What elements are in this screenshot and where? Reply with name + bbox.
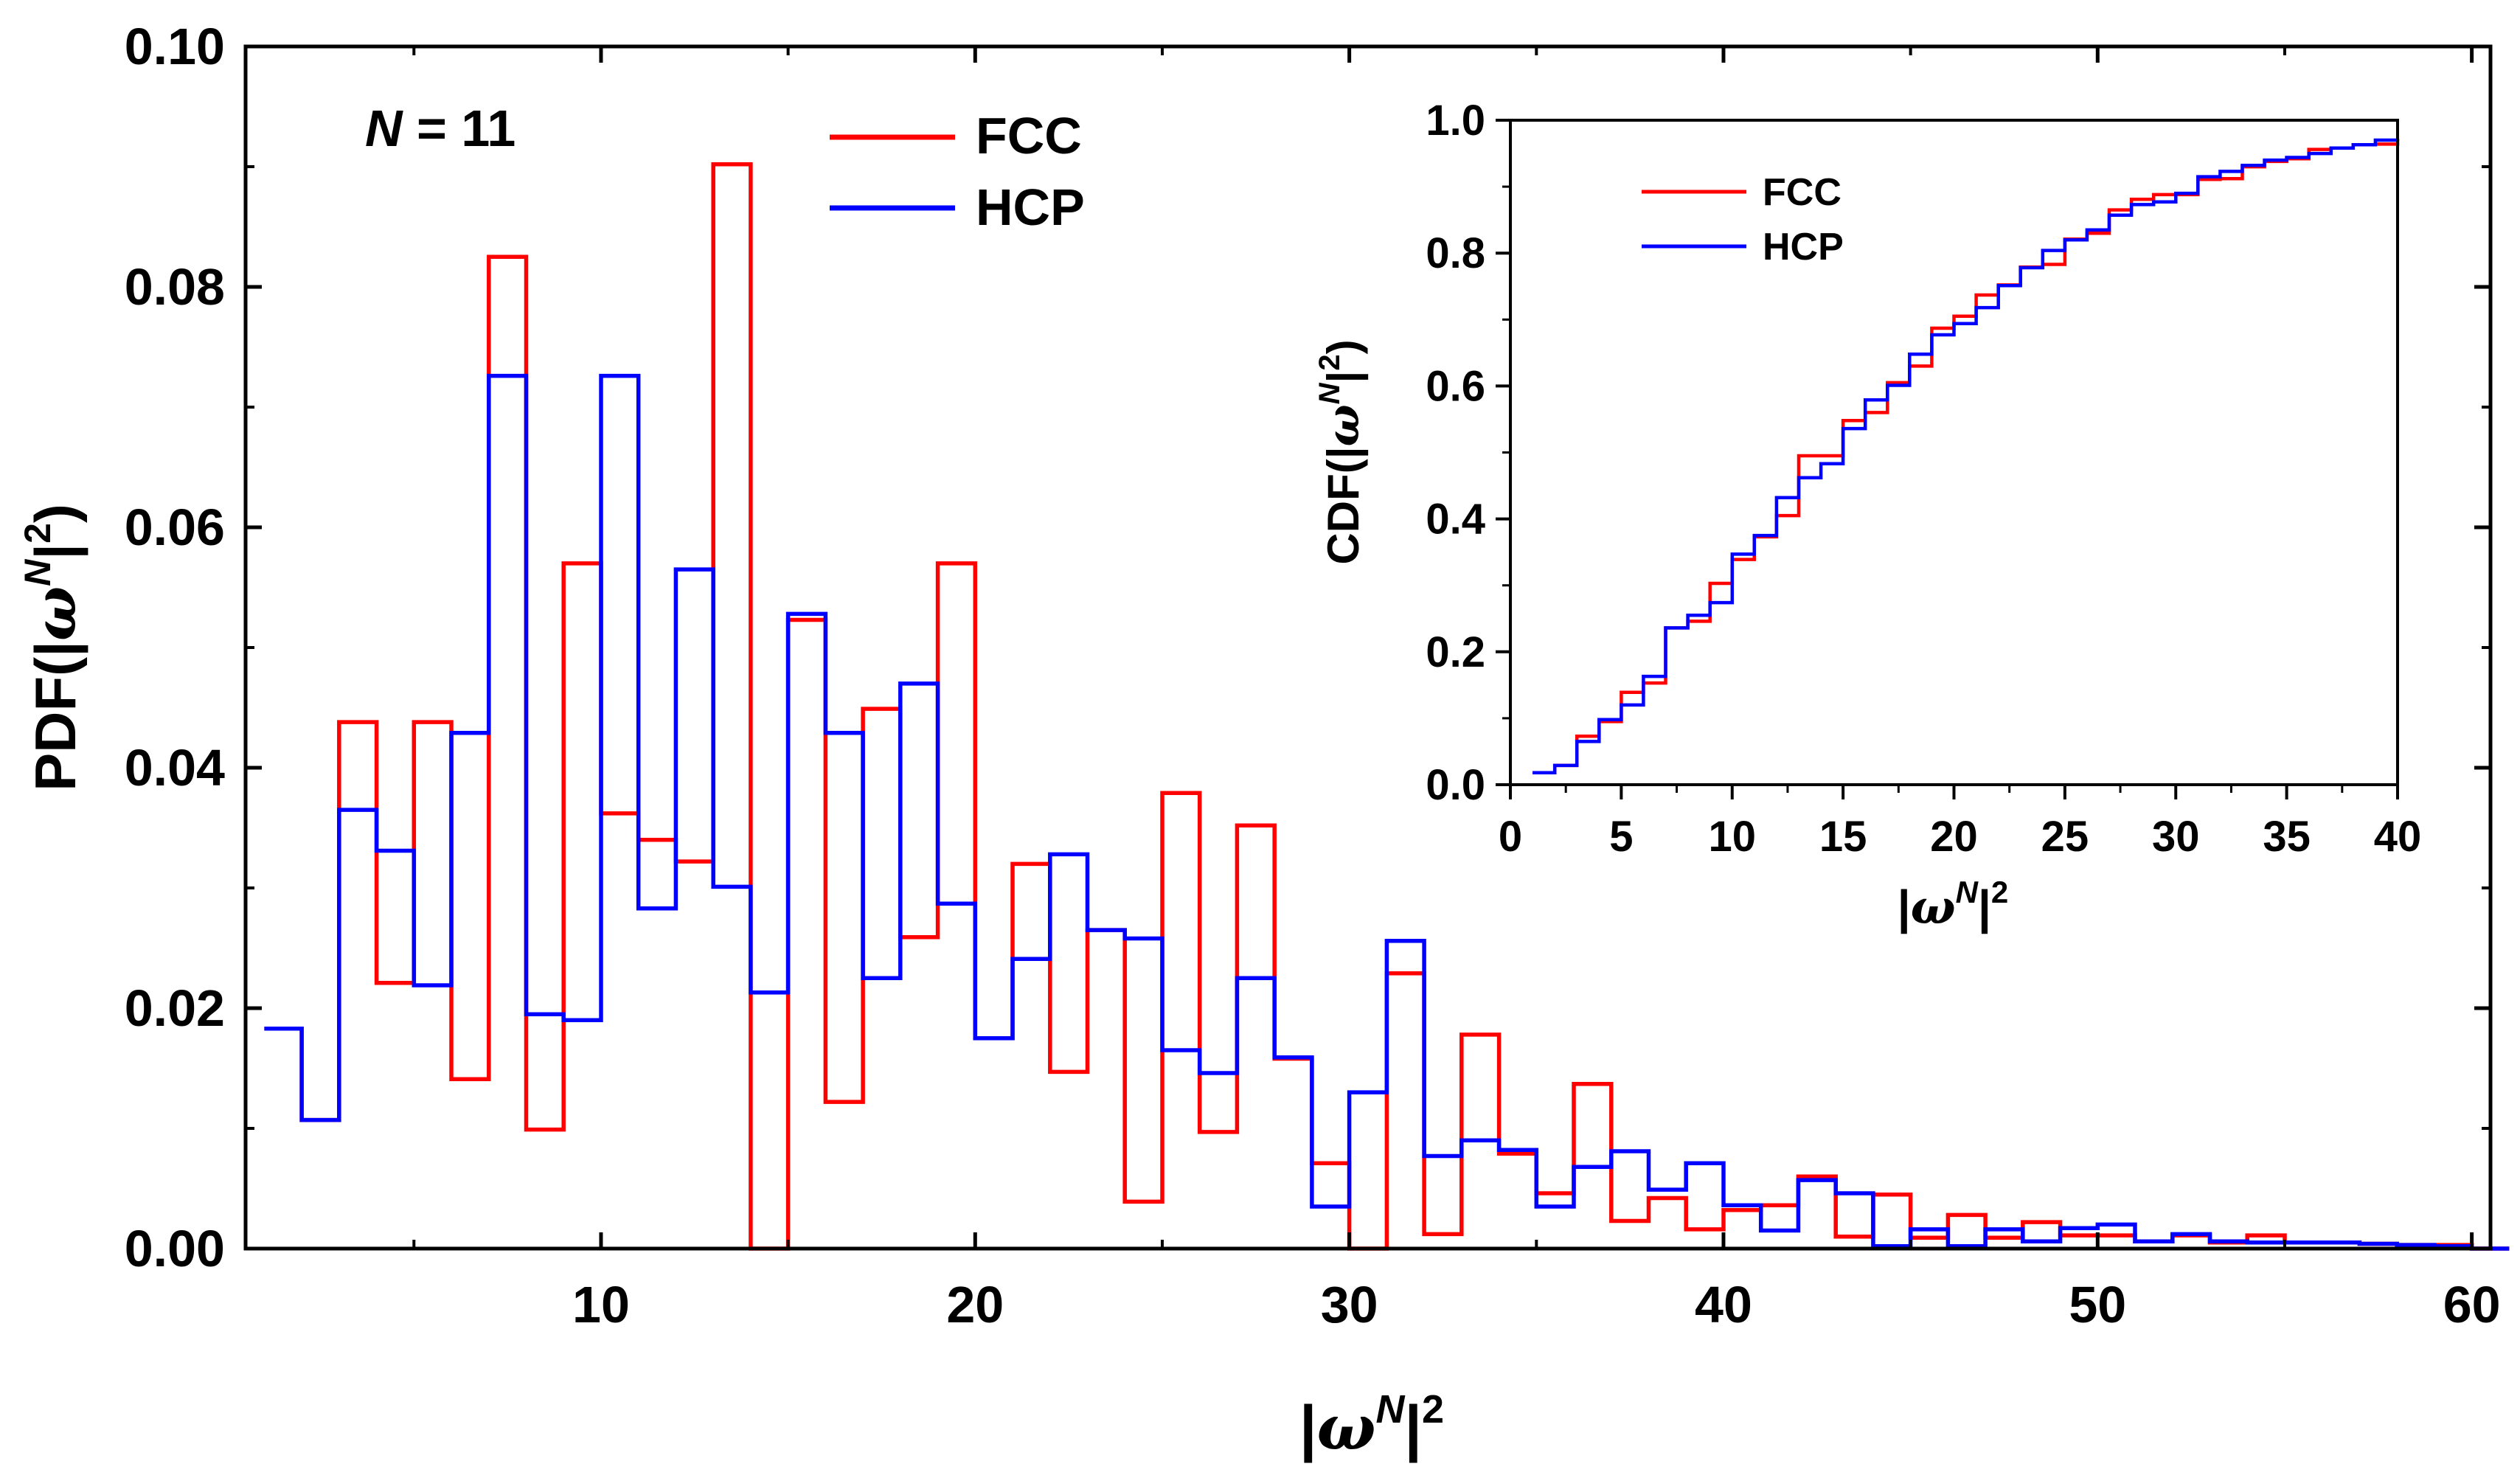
inset-ylabel-omega: ω — [1318, 404, 1370, 446]
legend-fcc-label: FCC — [976, 107, 1082, 164]
inset-legend-hcp-label: HCP — [1763, 226, 1844, 268]
ylabel-sup: N — [17, 559, 58, 586]
inset-ylabel-sup: N — [1313, 382, 1346, 404]
xlabel-bar2: | — [1404, 1393, 1422, 1463]
legend-hcp-label: HCP — [976, 178, 1085, 236]
inset-legend: FCC HCP — [1642, 171, 1844, 268]
x-tick-label: 60 — [2443, 1276, 2501, 1333]
inset-y-axis-title: CDF(|ωN|2) — [1313, 339, 1370, 564]
inset-legend-fcc-label: FCC — [1763, 171, 1842, 214]
x-tick-label: 30 — [1321, 1276, 1378, 1333]
inset-y-tick-label: 0.8 — [1426, 229, 1485, 277]
xlabel-omega: ω — [1316, 1391, 1375, 1464]
inset-plot-frame — [1509, 119, 2399, 786]
inset-y-tick-label: 0.4 — [1426, 496, 1485, 544]
main-pdf-chart: 10 20 30 40 50 600.000.020.040.060.080.10 N =… — [17, 18, 2510, 1464]
inset-x-axis-title: |ωN|2 — [1898, 875, 2008, 935]
inset-xlabel-sup: N — [1956, 875, 1979, 909]
ylabel-omega: ω — [22, 586, 89, 641]
x-tick-label: 40 — [1695, 1276, 1752, 1333]
inset-background — [1510, 120, 2398, 785]
inset-y-tick-label: 1.0 — [1426, 97, 1485, 145]
inset-xlabel-bar: | — [1898, 881, 1911, 934]
main-x-axis-title: |ωN|2 — [1299, 1387, 1444, 1464]
y-tick-label: 0.04 — [125, 739, 225, 796]
inset-x-tick-label: 15 — [1819, 813, 1867, 861]
ylabel-pre: PDF(| — [23, 641, 88, 791]
inset-y-tick-label: 0.2 — [1426, 628, 1485, 676]
inset-y-tick-label: 0.0 — [1426, 761, 1485, 809]
sample-size-annotation: N = 11 — [365, 100, 516, 157]
inset-x-tick-label: 35 — [2263, 813, 2311, 861]
xlabel-bar: | — [1299, 1393, 1317, 1463]
inset-x-tick-label: 5 — [1609, 813, 1633, 861]
inset-cdf-chart: 0 5 10 15 20 25 30 35 40 0.0 0.2 0.4 0.6 0.8 1.0 FCC H… — [1313, 97, 2421, 935]
inset-ylabel-bar: | — [1319, 371, 1369, 384]
pdf-series-hcp — [264, 373, 2510, 1251]
inset-y-tick-label: 0.6 — [1426, 362, 1485, 410]
inset-x-tick-label: 20 — [1930, 813, 1978, 861]
inset-xlabel-sup2: 2 — [1991, 875, 2008, 909]
ylabel-bar: | — [23, 544, 88, 560]
xlabel-sup: N — [1375, 1387, 1405, 1431]
ylabel-sup2: 2 — [17, 523, 58, 544]
y-tick-label: 0.02 — [125, 979, 225, 1037]
inset-x-tick-label: 30 — [2152, 813, 2200, 861]
x-tick-label: 20 — [946, 1276, 1004, 1333]
xlabel-sup2: 2 — [1422, 1387, 1444, 1431]
y-tick-label: 0.08 — [125, 258, 225, 316]
y-tick-label: 0.00 — [125, 1220, 225, 1277]
y-tick-label: 0.06 — [125, 499, 225, 556]
inset-x-tick-label: 25 — [2041, 813, 2089, 861]
inset-xlabel-bar2: | — [1978, 881, 1991, 934]
inset-x-tick-label: 10 — [1708, 813, 1756, 861]
annotation-symbol: N — [365, 100, 403, 157]
inset-ylabel-pre: CDF(| — [1319, 446, 1369, 564]
inset-x-tick-label: 40 — [2374, 813, 2422, 861]
cdf-series-hcp — [1533, 138, 2400, 775]
inset-x-tick-label: 0 — [1499, 813, 1522, 861]
y-tick-label: 0.10 — [125, 18, 225, 75]
inset-ylabel-post: ) — [1319, 339, 1368, 354]
main-plot-frame — [243, 44, 2493, 1251]
x-tick-label: 50 — [2069, 1276, 2126, 1333]
main-legend: FCC HCP — [830, 107, 1085, 236]
annotation-value: = 11 — [403, 100, 516, 157]
ylabel-post: ) — [23, 504, 88, 523]
inset-ylabel-sup2: 2 — [1313, 354, 1346, 370]
main-y-axis-title: PDF(|ωN|2) — [17, 504, 89, 791]
x-tick-label: 10 — [572, 1276, 630, 1333]
inset-xlabel-omega: ω — [1911, 880, 1956, 935]
